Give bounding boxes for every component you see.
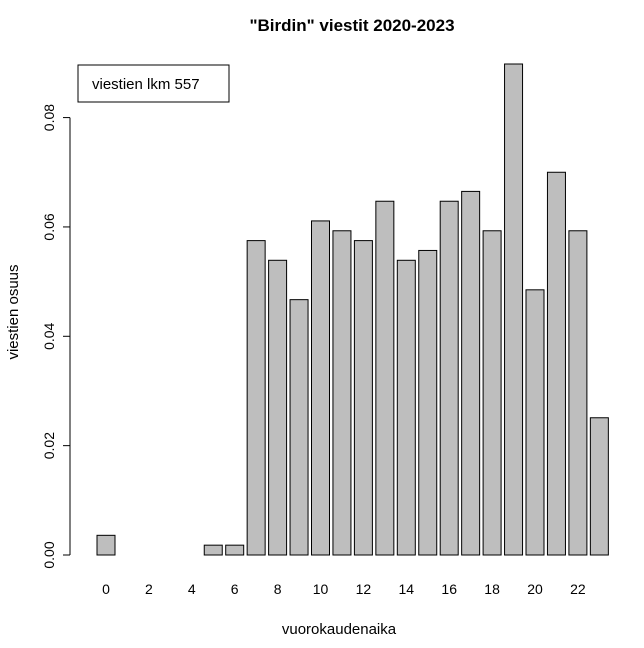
x-tick-label: 20: [527, 581, 543, 597]
y-tick-label: 0.06: [41, 213, 57, 240]
y-tick-label: 0.00: [41, 541, 57, 568]
bar-hour-21: [546, 171, 566, 556]
x-tick-label: 8: [274, 581, 282, 597]
bar-hour-5: [203, 544, 223, 556]
x-tick-label: 14: [399, 581, 415, 597]
y-axis: 0.00 0.02 0.04 0.06 0.08: [41, 104, 71, 569]
x-tick-label: 4: [188, 581, 196, 597]
bar-hour-13: [375, 200, 395, 556]
x-tick-label: 0: [102, 581, 110, 597]
x-axis: 0 2 4 6 8 10 12 14 16 18 20 22: [102, 581, 586, 597]
bar-hour-14: [396, 259, 416, 556]
bar-hour-22: [568, 230, 588, 556]
bar-hour-18: [482, 230, 502, 556]
y-axis-label: viestien osuus: [5, 264, 22, 359]
legend-text: viestien lkm 557: [92, 76, 200, 93]
x-tick-label: 12: [356, 581, 372, 597]
y-tick-label: 0.02: [41, 432, 57, 459]
bar-hour-11: [332, 230, 352, 556]
bar-hour-23: [589, 417, 609, 556]
bar-hour-12: [353, 240, 373, 556]
legend-box: [77, 64, 230, 103]
bar-hour-10: [311, 220, 330, 556]
chart-title: "Birdin" viestit 2020-2023: [249, 16, 454, 35]
x-tick-label: 16: [441, 581, 457, 597]
x-tick-label: 22: [570, 581, 586, 597]
bar-hour-15: [418, 249, 438, 556]
legend: viestien lkm 557: [77, 64, 230, 103]
bar-hour-0: [96, 534, 116, 556]
bar-hour-9: [289, 299, 309, 556]
bar-hour-20: [525, 289, 545, 556]
x-tick-label: 2: [145, 581, 153, 597]
bar-hour-7: [246, 240, 266, 556]
bar-hour-17: [461, 190, 481, 556]
bar-hour-6: [225, 544, 245, 556]
x-axis-label: vuorokaudenaika: [282, 621, 397, 638]
y-tick-label: 0.08: [41, 104, 57, 131]
bar-hour-19: [504, 63, 524, 556]
y-tick-label: 0.04: [41, 322, 57, 349]
bar-hour-16: [439, 200, 459, 556]
x-tick-label: 10: [313, 581, 329, 597]
bar-hour-8: [268, 259, 288, 556]
x-tick-label: 18: [484, 581, 500, 597]
bars: [96, 63, 609, 556]
x-tick-label: 6: [231, 581, 239, 597]
